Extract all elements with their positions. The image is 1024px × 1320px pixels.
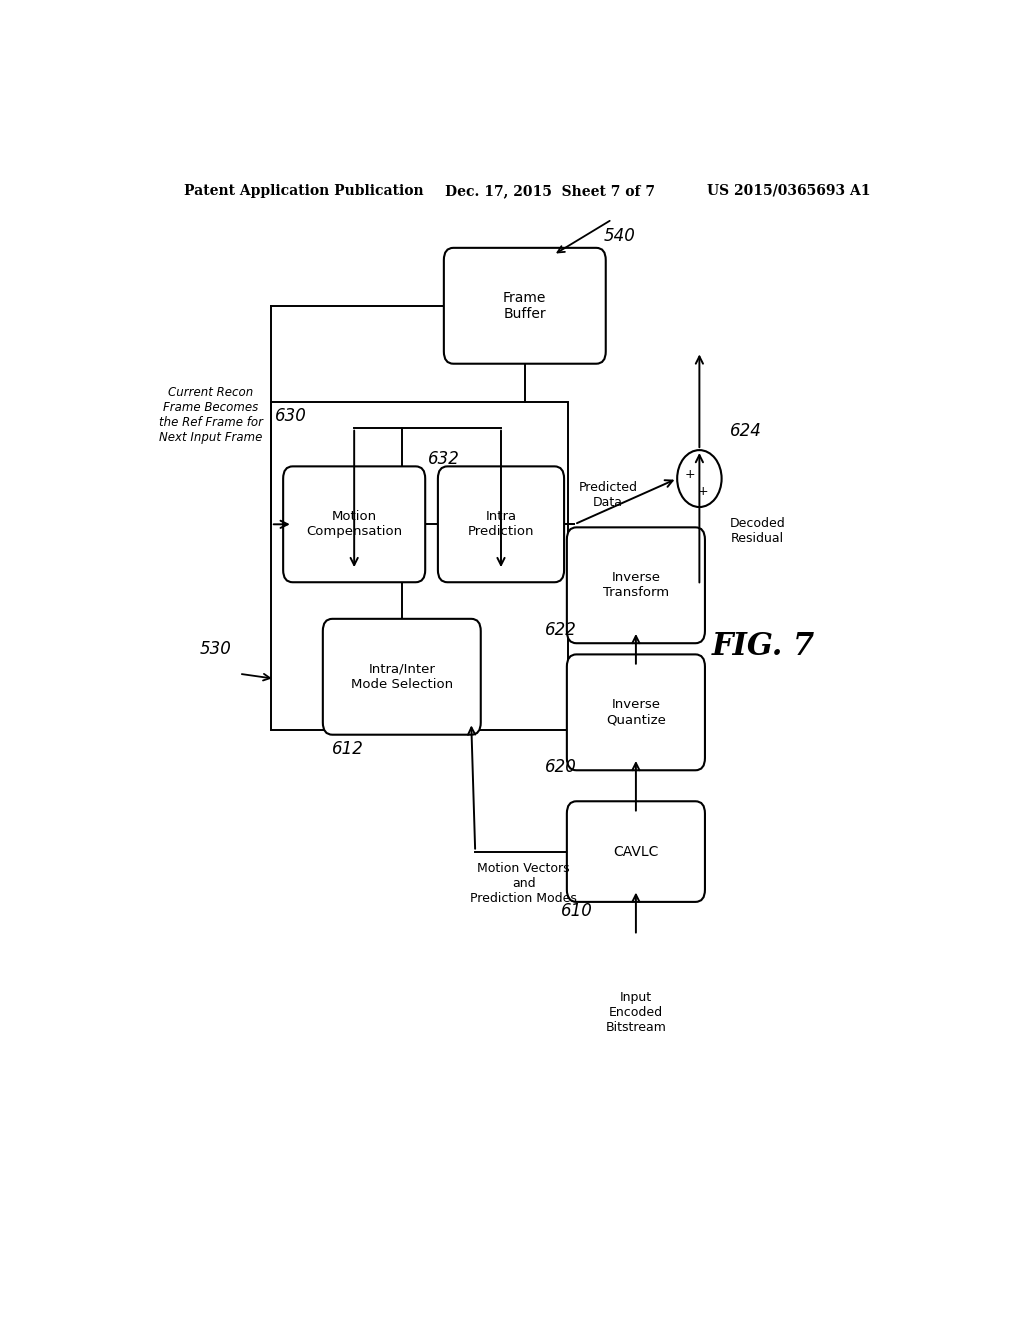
Text: Input
Encoded
Bitstream: Input Encoded Bitstream — [605, 991, 667, 1035]
Text: Motion
Compensation: Motion Compensation — [306, 511, 402, 539]
Circle shape — [677, 450, 722, 507]
FancyBboxPatch shape — [438, 466, 564, 582]
Text: 622: 622 — [545, 620, 577, 639]
Text: US 2015/0365693 A1: US 2015/0365693 A1 — [708, 183, 870, 198]
Text: Predicted
Data: Predicted Data — [579, 480, 637, 510]
FancyBboxPatch shape — [443, 248, 606, 364]
Text: Patent Application Publication: Patent Application Publication — [183, 183, 423, 198]
FancyBboxPatch shape — [284, 466, 425, 582]
Text: 540: 540 — [604, 227, 636, 244]
Text: Current Recon
Frame Becomes
the Ref Frame for
Next Input Frame: Current Recon Frame Becomes the Ref Fram… — [159, 385, 263, 444]
Text: Intra/Inter
Mode Selection: Intra/Inter Mode Selection — [351, 663, 453, 690]
Text: 530: 530 — [200, 640, 231, 659]
FancyBboxPatch shape — [567, 528, 705, 643]
Text: CAVLC: CAVLC — [613, 845, 658, 858]
Text: Intra
Prediction: Intra Prediction — [468, 511, 535, 539]
Text: 624: 624 — [729, 422, 762, 440]
Text: 612: 612 — [333, 741, 365, 758]
Text: 632: 632 — [428, 450, 460, 469]
Text: Frame
Buffer: Frame Buffer — [503, 290, 547, 321]
Text: FIG. 7: FIG. 7 — [712, 631, 814, 661]
Text: Dec. 17, 2015  Sheet 7 of 7: Dec. 17, 2015 Sheet 7 of 7 — [445, 183, 655, 198]
Text: +: + — [685, 467, 695, 480]
Text: Motion Vectors
and
Prediction Modes: Motion Vectors and Prediction Modes — [470, 862, 578, 904]
Text: +: + — [697, 484, 708, 498]
Text: 610: 610 — [560, 902, 593, 920]
FancyBboxPatch shape — [567, 801, 705, 902]
Text: 620: 620 — [545, 758, 577, 776]
Bar — [270, 403, 568, 730]
Text: Decoded
Residual: Decoded Residual — [729, 517, 785, 545]
Text: Inverse
Transform: Inverse Transform — [603, 572, 669, 599]
Text: 630: 630 — [274, 408, 307, 425]
FancyBboxPatch shape — [323, 619, 480, 735]
FancyBboxPatch shape — [567, 655, 705, 771]
Text: Inverse
Quantize: Inverse Quantize — [606, 698, 666, 726]
